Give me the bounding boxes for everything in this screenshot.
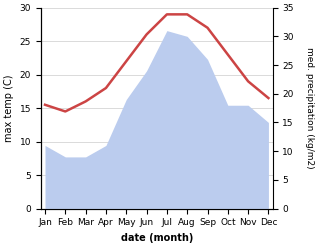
Y-axis label: med. precipitation (kg/m2): med. precipitation (kg/m2) bbox=[305, 47, 314, 169]
X-axis label: date (month): date (month) bbox=[121, 233, 193, 243]
Y-axis label: max temp (C): max temp (C) bbox=[4, 74, 14, 142]
